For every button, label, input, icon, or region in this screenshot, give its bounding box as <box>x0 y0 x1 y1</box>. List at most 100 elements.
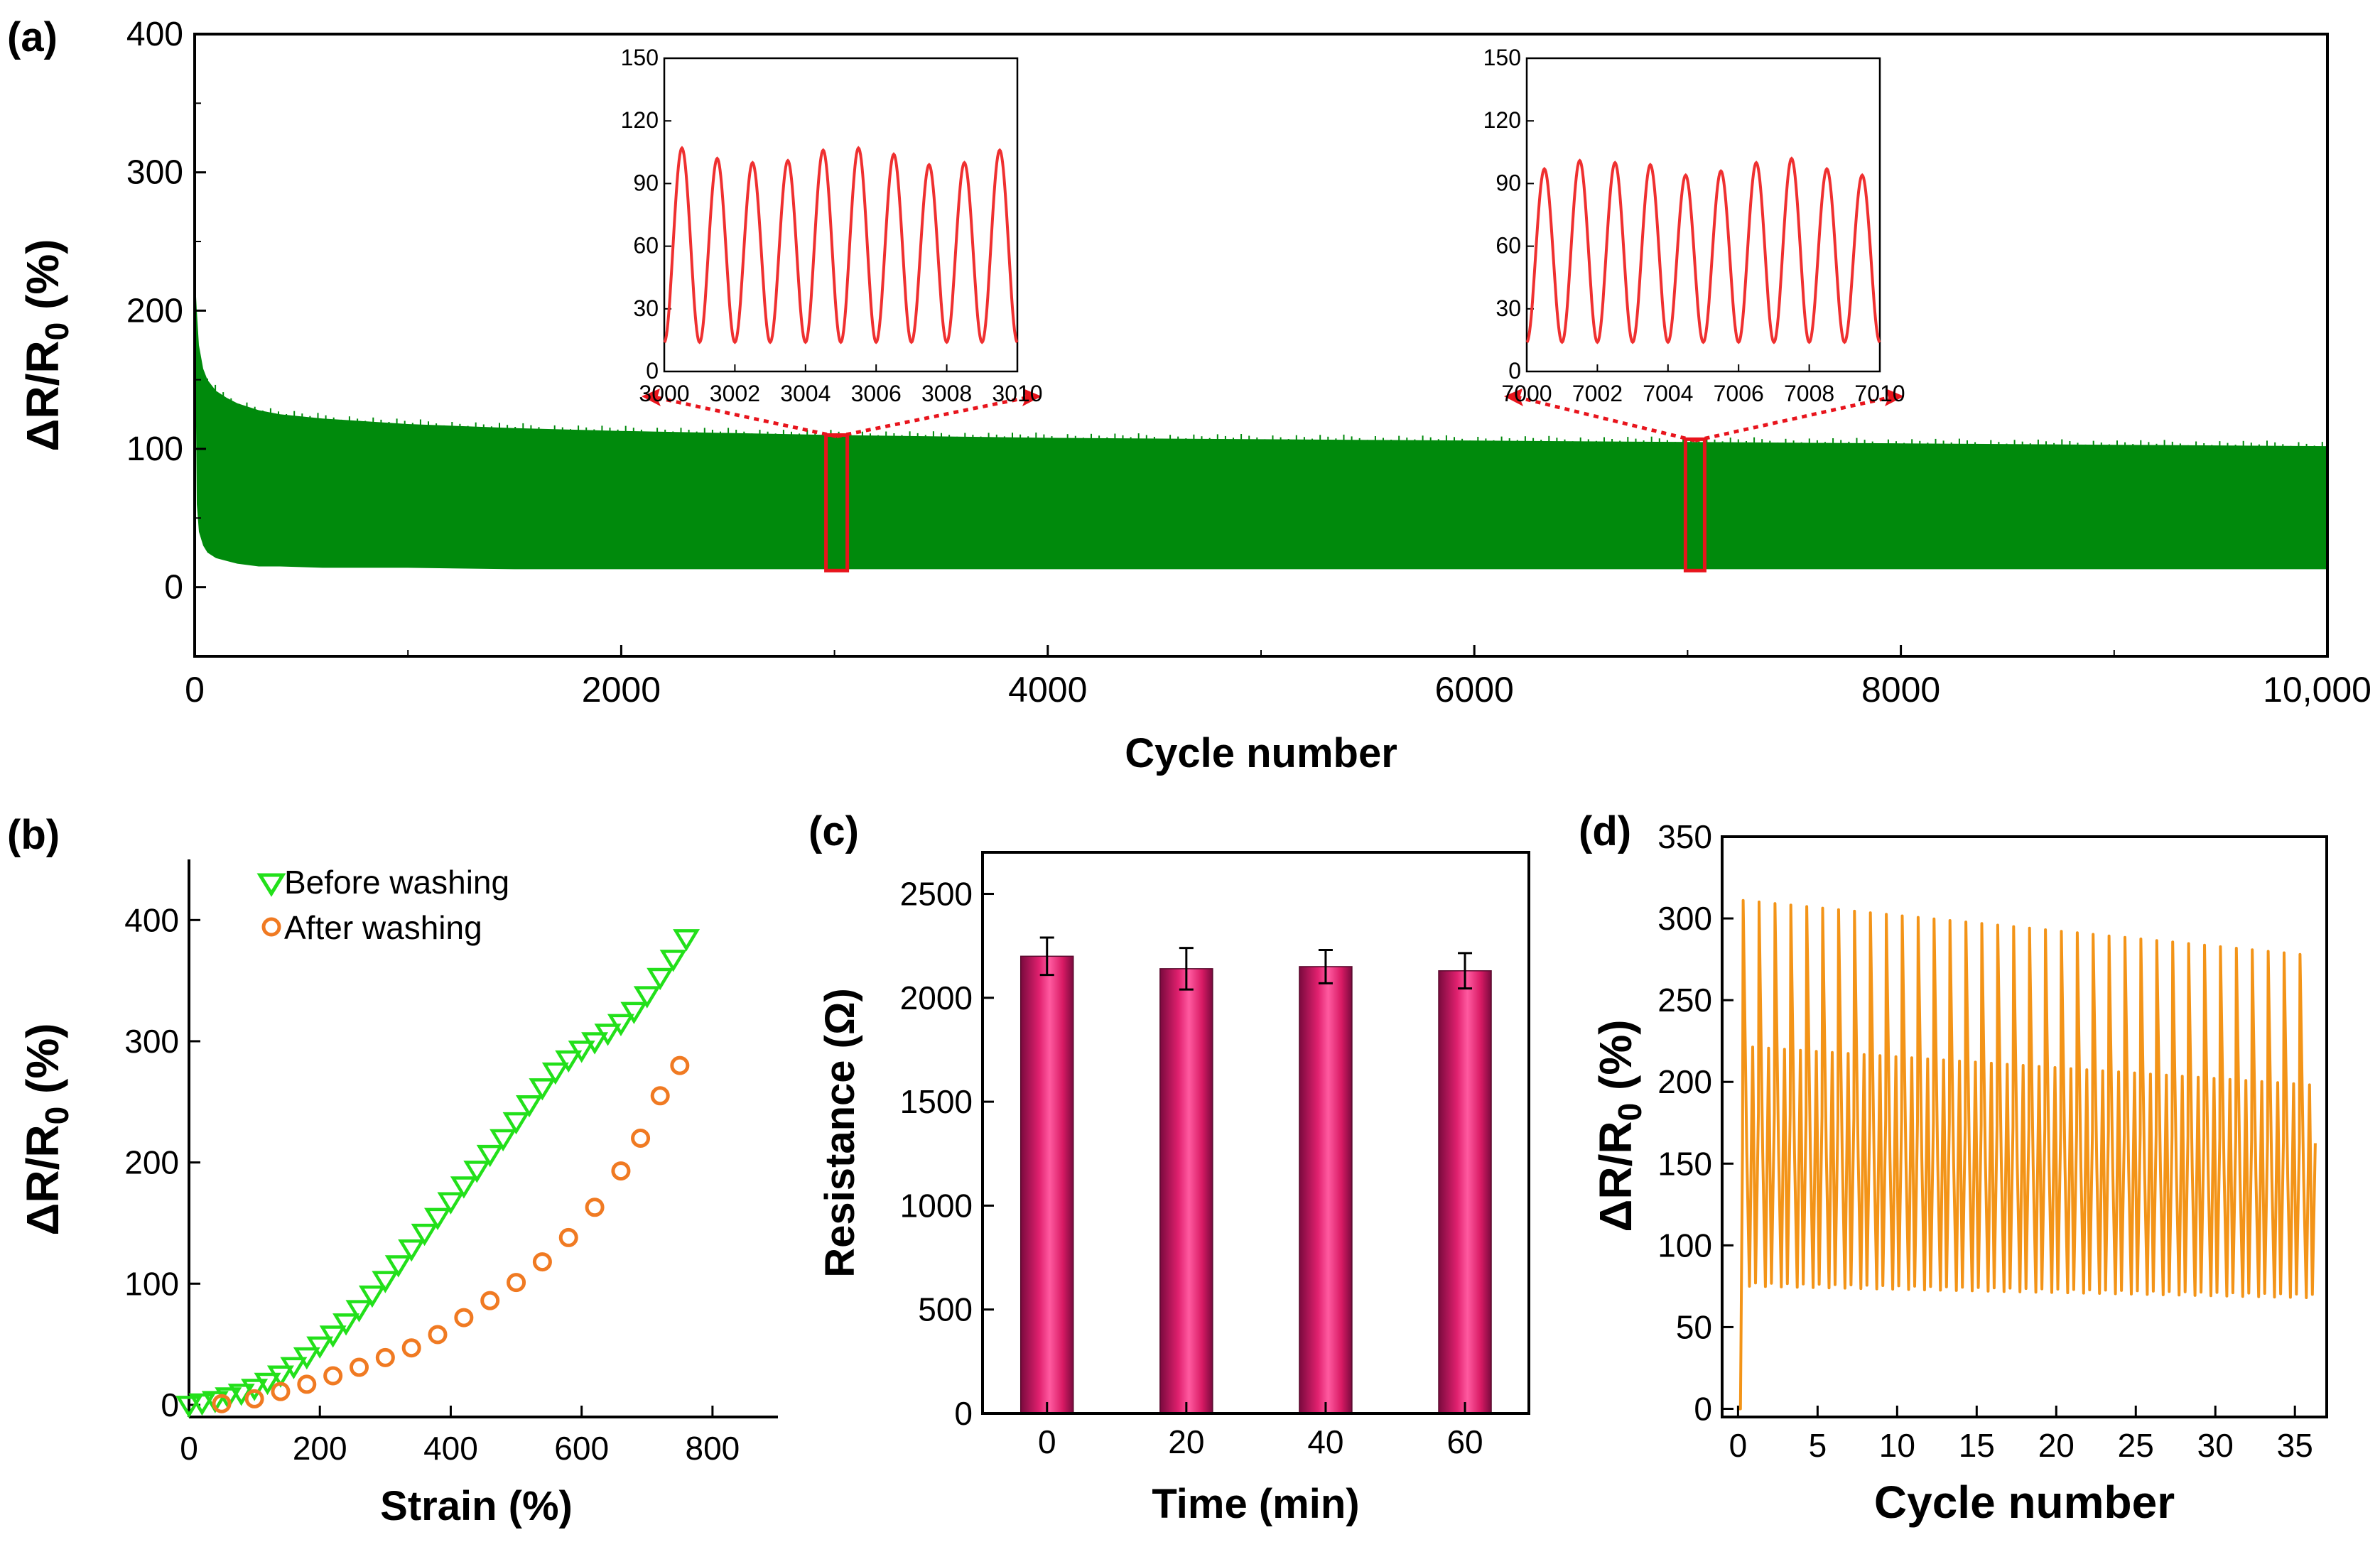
zoom-arrow-left <box>1519 396 1696 442</box>
inset-xtick-label: 7006 <box>1714 381 1764 406</box>
ytick-label-b: 100 <box>124 1265 179 1302</box>
before-washing-point <box>476 1144 504 1168</box>
after-washing-point <box>454 1308 474 1327</box>
xtick-label-a: 2000 <box>582 670 661 710</box>
legend-marker-before <box>256 873 286 897</box>
inset-ytick-label: 30 <box>1495 295 1521 321</box>
ytick-label-d: 50 <box>1676 1308 1712 1345</box>
after-washing-point <box>480 1291 500 1310</box>
bar-20 <box>1159 968 1213 1414</box>
envelope-texture <box>207 378 2323 452</box>
xtick-label-c: 0 <box>1038 1423 1056 1460</box>
ytick-label-d: 150 <box>1657 1145 1712 1182</box>
zoom-arrow-right <box>1694 396 1889 442</box>
before-washing-point <box>306 1336 334 1359</box>
before-washing-point <box>489 1129 517 1152</box>
inset-ytick-label: 120 <box>621 107 659 133</box>
after-washing-point <box>670 1055 690 1075</box>
ytick-label-a: 0 <box>164 569 183 607</box>
ylabel-d-tail: (%) <box>1590 1019 1641 1102</box>
inset-xtick-label: 3010 <box>992 381 1042 406</box>
before-washing-point <box>647 967 674 991</box>
legend-label-after: After washing <box>284 909 482 946</box>
before-washing-point <box>541 1062 569 1085</box>
inset-ytick-label: 150 <box>1483 45 1521 70</box>
before-washing-point <box>659 950 687 972</box>
xtick-label-d: 10 <box>1879 1427 1915 1464</box>
before-washing-point <box>372 1271 399 1293</box>
inset-ytick-label: 30 <box>633 295 659 321</box>
xtick-label-d: 0 <box>1729 1427 1748 1464</box>
panel-label-a: (a) <box>7 14 58 60</box>
after-washing-point <box>585 1198 605 1217</box>
inset-ytick-label: 0 <box>646 358 659 384</box>
after-washing-point <box>558 1227 578 1247</box>
ytick-label-c: 1000 <box>900 1187 973 1224</box>
ylabel-b-main: ΔR/R <box>17 1124 68 1235</box>
xtick-label-b: 800 <box>686 1430 740 1467</box>
after-washing-point <box>297 1374 317 1394</box>
panel-c: (c) 0 500 1000 1500 2000 2500 0 20 40 60 Time (min)… <box>808 808 1530 1527</box>
inset-xtick-label: 7008 <box>1784 381 1834 406</box>
panel-b: (b) 0 100 200 300 400 0 200 400 600 800 Strain (%) Δ… <box>7 812 778 1529</box>
inset-ytick-label: 90 <box>1495 170 1521 195</box>
inset-frame <box>1525 57 1881 373</box>
panel-label-c: (c) <box>808 808 859 854</box>
ytick-label-b: 200 <box>124 1144 179 1181</box>
ytick-label-a: 400 <box>126 16 183 53</box>
before-washing-point <box>384 1255 412 1278</box>
zoom-arrow-right <box>836 396 1027 438</box>
ylabel-a-main: ΔR/R <box>17 340 68 451</box>
before-washing-point <box>450 1176 477 1199</box>
xtick-label-b: 600 <box>554 1430 609 1467</box>
ytick-label-d: 250 <box>1657 982 1712 1019</box>
after-washing-point <box>323 1366 343 1386</box>
panel-d: (d) 0 50 100 150 200 250 300 350 0 5 10 15 20 25 30 35 Cy… <box>1579 808 2328 1528</box>
arrowhead-left <box>1504 389 1523 406</box>
inset-1: 0 30 60 90 120 150 3000 3002 3004 3006 3008 3010 <box>621 45 1043 406</box>
after-washing-point <box>244 1389 264 1408</box>
xtick-label-a: 8000 <box>1861 670 1940 710</box>
after-washing-point <box>401 1338 421 1358</box>
xlabel-c: Time (min) <box>1152 1481 1359 1527</box>
xtick-label-d: 5 <box>1809 1427 1827 1464</box>
ylabel-c: Resistance (Ω) <box>817 988 863 1278</box>
ytick-label-a: 300 <box>126 154 183 192</box>
axes-frame-d <box>1721 835 2328 1418</box>
before-washing-point <box>201 1391 229 1413</box>
before-washing-point <box>437 1192 465 1215</box>
before-washing-point <box>633 986 661 1009</box>
inset-xtick-label: 7010 <box>1854 381 1905 406</box>
ylabel-d-main: ΔR/R <box>1590 1121 1641 1232</box>
ytick-label-c: 500 <box>918 1291 973 1328</box>
cycle-envelope <box>195 268 2327 570</box>
inset-xtick-label: 3004 <box>780 381 831 406</box>
before-washing-point <box>424 1207 452 1231</box>
axes-frame-c <box>981 851 1530 1415</box>
xtick-label-c: 60 <box>1446 1423 1483 1460</box>
ytick-label-b: 300 <box>124 1023 179 1060</box>
xtick-label-b: 400 <box>423 1430 478 1467</box>
before-washing-point <box>411 1223 438 1247</box>
ytick-label-d: 0 <box>1694 1390 1712 1427</box>
inset-ytick-label: 60 <box>1495 233 1521 259</box>
xtick-label-d: 35 <box>2277 1427 2313 1464</box>
zoom-arrow-left <box>656 396 838 438</box>
before-washing-point <box>607 1014 634 1036</box>
ytick-label-c: 2000 <box>900 979 973 1016</box>
bar-40 <box>1299 966 1353 1414</box>
before-washing-point <box>358 1285 386 1308</box>
inset-ytick-label: 90 <box>633 170 659 195</box>
inset-xtick-label: 7002 <box>1572 381 1623 406</box>
after-washing-point <box>375 1347 395 1367</box>
ytick-label-d: 200 <box>1657 1063 1712 1100</box>
ylabel-d: ΔR/R0 (%) <box>1590 1019 1648 1232</box>
xtick-label-a: 10,000 <box>2263 670 2371 710</box>
ylabel-a: ΔR/R0 (%) <box>17 239 75 451</box>
inset-xtick-label: 3008 <box>921 381 972 406</box>
arrowhead-right <box>1022 389 1042 406</box>
inset-waveform <box>663 146 1019 344</box>
before-washing-point <box>293 1347 320 1370</box>
